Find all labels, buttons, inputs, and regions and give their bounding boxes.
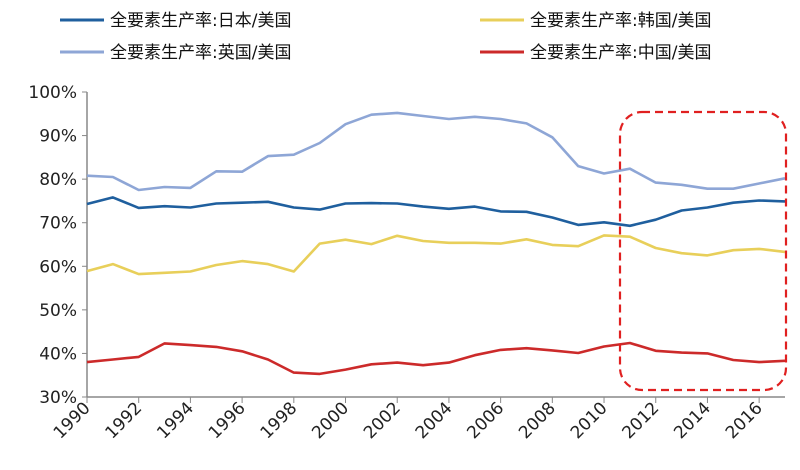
highlight-dashed-box — [618, 110, 788, 392]
x-tick-label: 2010 — [567, 398, 612, 443]
x-tick-label: 2002 — [360, 398, 405, 443]
series-line-3 — [86, 341, 786, 376]
x-tick-label: 1994 — [153, 398, 198, 443]
y-tick-label: 100% — [28, 83, 77, 103]
y-tick-label: 60% — [39, 257, 77, 277]
x-tick-label: 2008 — [515, 398, 560, 443]
y-tick-label: 40% — [39, 344, 77, 364]
x-tick-label: 2016 — [722, 398, 767, 443]
series-line-1 — [86, 234, 786, 276]
x-tick-label: 2012 — [619, 398, 664, 443]
y-tick-label: 50% — [39, 301, 77, 321]
x-tick-label: 1998 — [257, 398, 302, 443]
legend-label: 全要素生产率:韩国/美国 — [530, 11, 711, 31]
y-tick-label: 30% — [39, 388, 77, 408]
series-line-0 — [86, 196, 786, 228]
x-tick-label: 1992 — [102, 398, 147, 443]
legend-label: 全要素生产率:中国/美国 — [530, 43, 711, 63]
series-line-2 — [86, 111, 786, 192]
y-tick-label: 80% — [39, 170, 77, 190]
x-tick-label: 2004 — [412, 398, 457, 443]
legend-label: 全要素生产率:日本/美国 — [110, 11, 291, 31]
y-tick-label: 70% — [39, 214, 77, 234]
legend-label: 全要素生产率:英国/美国 — [110, 43, 291, 63]
x-tick-label: 2014 — [670, 398, 715, 443]
x-tick-label: 2000 — [308, 398, 353, 443]
x-tick-label: 1996 — [205, 398, 250, 443]
y-tick-label: 90% — [39, 127, 77, 147]
x-tick-label: 2006 — [463, 398, 508, 443]
